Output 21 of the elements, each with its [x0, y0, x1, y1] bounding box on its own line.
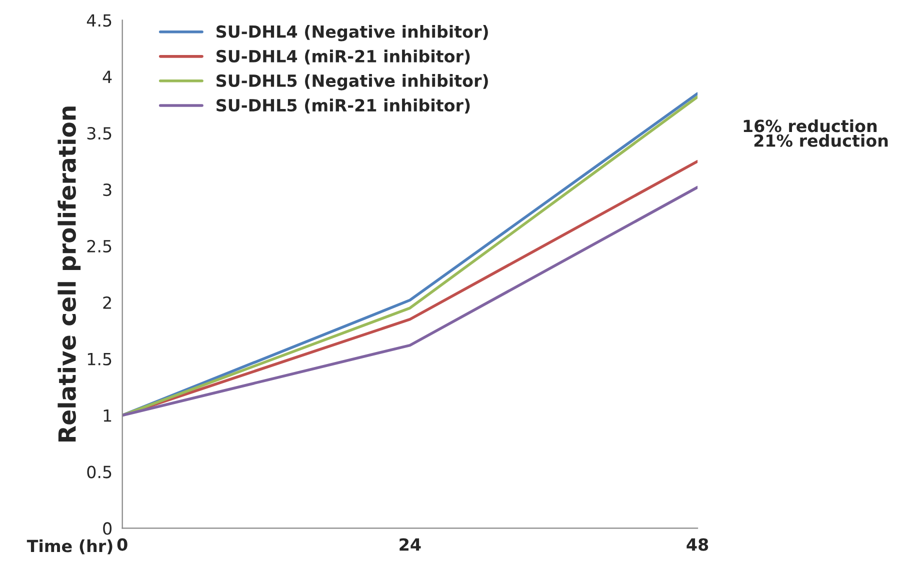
legend-label: SU-DHL4 (Negative inhibitor): [216, 25, 488, 42]
legend-label: SU-DHL4 (miR-21 inhibitor): [216, 50, 470, 64]
y-tick-label: 3: [103, 183, 112, 196]
x-axis-title: Time (hr): [26, 539, 112, 554]
y-tick-label: 0: [103, 522, 112, 535]
y-tick-label: 4.5: [86, 14, 112, 27]
x-tick-label: 48: [686, 538, 708, 551]
legend-label: SU-DHL5 (miR-21 inhibitor): [216, 98, 470, 114]
x-tick-label: 24: [400, 538, 421, 551]
y-tick-label: 0.5: [87, 466, 112, 478]
text: 16% reduction: [744, 119, 877, 132]
y-tick-label: 3.5: [87, 127, 112, 140]
y-tick-label: 4: [102, 70, 112, 83]
legend-label: SU-DHL5 (Negative inhibitor): [216, 74, 488, 90]
y-tick-label: 2.5: [87, 240, 112, 253]
text: 21% reduction: [754, 134, 888, 147]
y-axis-title: Relative cell proliferation: [58, 106, 81, 442]
y-tick-label: 2: [103, 296, 111, 309]
x-tick-label: 0: [117, 538, 128, 551]
y-tick-label: 1.5: [88, 353, 112, 366]
y-tick-label: 1: [104, 409, 112, 422]
